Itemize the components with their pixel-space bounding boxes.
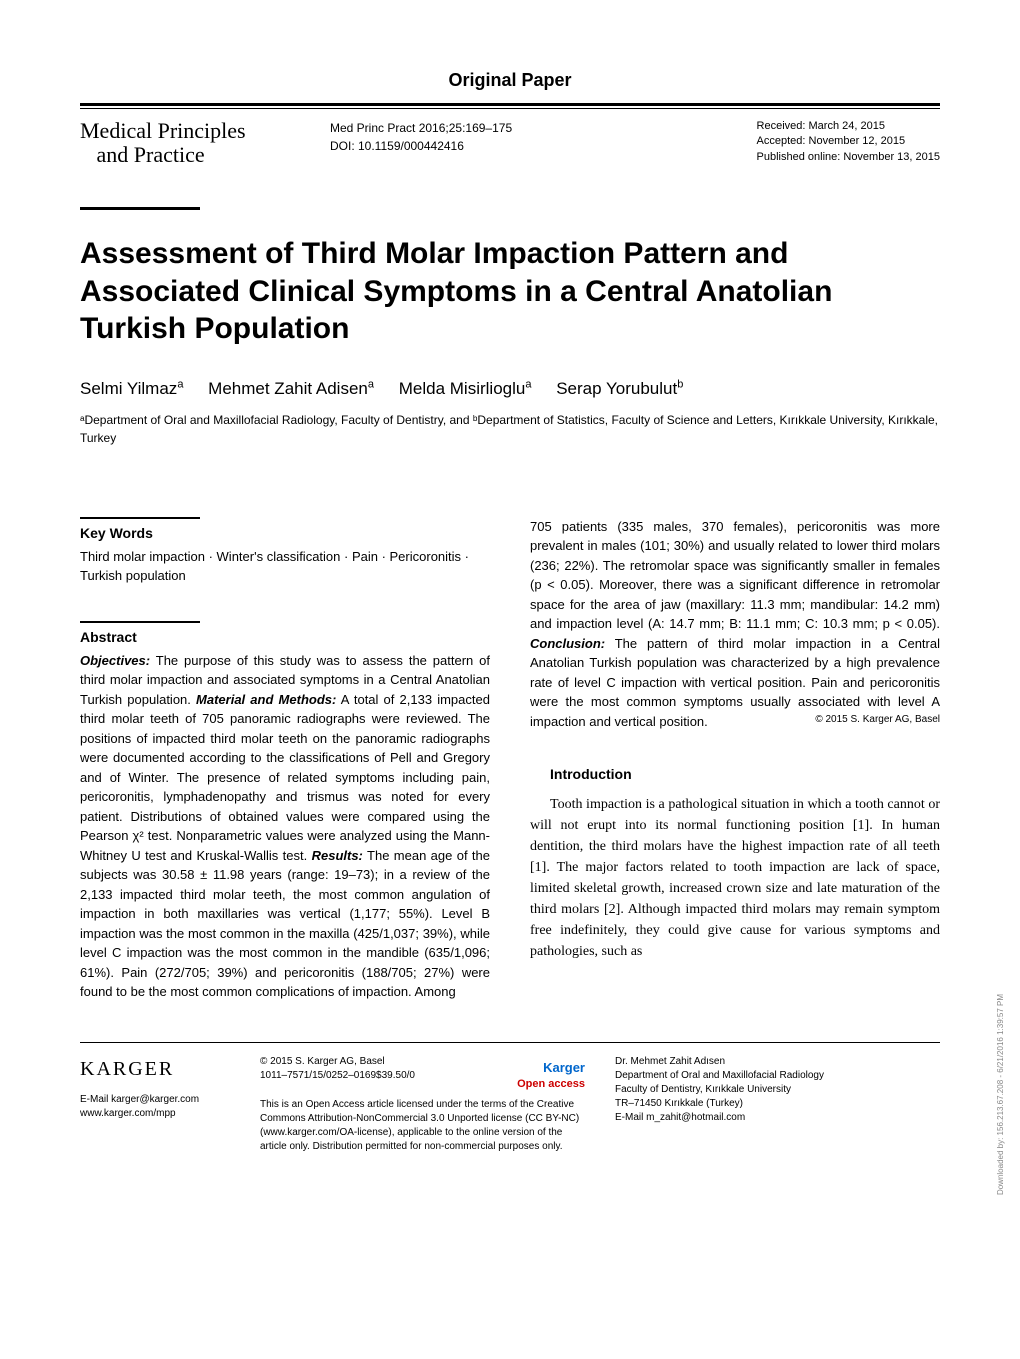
- introduction-text: Tooth impaction is a pathological situat…: [530, 794, 940, 962]
- right-column: 705 patients (335 males, 370 females), p…: [530, 517, 940, 1002]
- keywords-heading: Key Words: [80, 525, 490, 541]
- corresponding-name: Dr. Mehmet Zahit Adısen: [615, 1055, 940, 1069]
- abstract-rule: [80, 621, 200, 623]
- main-columns: Key Words Third molar impaction · Winter…: [80, 517, 940, 1002]
- corresponding-faculty: Faculty of Dentistry, Kırıkkale Universi…: [615, 1083, 940, 1097]
- abstract-heading: Abstract: [80, 629, 490, 645]
- journal-line2: and Practice: [97, 142, 205, 167]
- introduction-heading: Introduction: [530, 766, 940, 782]
- page-header: Original Paper Medical Principles and Pr…: [80, 70, 940, 167]
- footer-right: Dr. Mehmet Zahit Adısen Department of Or…: [615, 1055, 940, 1155]
- methods-text: A total of 2,133 impacted third molar te…: [80, 692, 490, 863]
- affiliations: ᵃDepartment of Oral and Maxillofacial Ra…: [80, 411, 940, 447]
- title-rule: [80, 207, 200, 210]
- author-3: Melda Misirlioglua: [399, 379, 532, 398]
- results-label: Results:: [312, 848, 363, 863]
- karger-logo: KARGER: [80, 1055, 230, 1083]
- corresponding-dept: Department of Oral and Maxillofacial Rad…: [615, 1069, 940, 1083]
- divider-thick: [80, 103, 940, 106]
- publisher-email: E-Mail karger@karger.com: [80, 1093, 230, 1107]
- dates-block: Received: March 24, 2015 Accepted: Novem…: [757, 119, 940, 165]
- objectives-label: Objectives:: [80, 653, 150, 668]
- page-footer: KARGER E-Mail karger@karger.com www.karg…: [80, 1042, 940, 1155]
- citation-block: Med Princ Pract 2016;25:169–175 DOI: 10.…: [330, 119, 512, 165]
- results-cont-text: 705 patients (335 males, 370 females), p…: [530, 519, 940, 632]
- oa-open-text: Open access: [517, 1078, 585, 1090]
- citation-line2: DOI: 10.1159/000442416: [330, 139, 464, 153]
- results-text: The mean age of the subjects was 30.58 ±…: [80, 848, 490, 1000]
- keywords-text: Third molar impaction · Winter's classif…: [80, 547, 490, 586]
- corresponding-addr: TR–71450 Kırıkkale (Turkey): [615, 1097, 940, 1111]
- author-2: Mehmet Zahit Adisena: [208, 379, 374, 398]
- authors-list: Selmi Yilmaza Mehmet Zahit Adisena Melda…: [80, 378, 940, 399]
- abstract-body-right: 705 patients (335 males, 370 females), p…: [530, 517, 940, 732]
- oa-karger-text: Karger: [543, 1060, 585, 1075]
- section-label: Original Paper: [80, 70, 940, 91]
- download-watermark: Downloaded by: 156.213.67.208 - 6/21/201…: [996, 994, 1005, 1195]
- divider-thin: [80, 108, 940, 109]
- methods-label: Material and Methods:: [196, 692, 336, 707]
- accepted-date: Accepted: November 12, 2015: [757, 135, 906, 147]
- license-text: This is an Open Access article licensed …: [260, 1098, 585, 1154]
- author-1: Selmi Yilmaza: [80, 379, 183, 398]
- author-4: Serap Yorubulutb: [556, 379, 683, 398]
- published-date: Published online: November 13, 2015: [757, 151, 940, 163]
- journal-name: Medical Principles and Practice: [80, 119, 280, 167]
- conclusion-label: Conclusion:: [530, 636, 605, 651]
- journal-line1: Medical Principles: [80, 118, 246, 143]
- journal-row: Medical Principles and Practice Med Prin…: [80, 119, 940, 167]
- abstract-copyright: © 2015 S. Karger AG, Basel: [815, 712, 940, 727]
- citation-line1: Med Princ Pract 2016;25:169–175: [330, 121, 512, 135]
- received-date: Received: March 24, 2015: [757, 120, 885, 132]
- open-access-badge: Karger Open access: [517, 1059, 585, 1093]
- publisher-website: www.karger.com/mpp: [80, 1107, 230, 1121]
- left-column: Key Words Third molar impaction · Winter…: [80, 517, 490, 1002]
- corresponding-email: E-Mail m_zahit@hotmail.com: [615, 1111, 940, 1125]
- journal-meta: Med Princ Pract 2016;25:169–175 DOI: 10.…: [280, 119, 940, 165]
- keywords-rule: [80, 517, 200, 519]
- footer-middle: © 2015 S. Karger AG, Basel 1011–7571/15/…: [260, 1055, 585, 1155]
- abstract-body-left: Objectives: The purpose of this study wa…: [80, 651, 490, 1002]
- article-title: Assessment of Third Molar Impaction Patt…: [80, 235, 940, 348]
- footer-left: KARGER E-Mail karger@karger.com www.karg…: [80, 1055, 230, 1155]
